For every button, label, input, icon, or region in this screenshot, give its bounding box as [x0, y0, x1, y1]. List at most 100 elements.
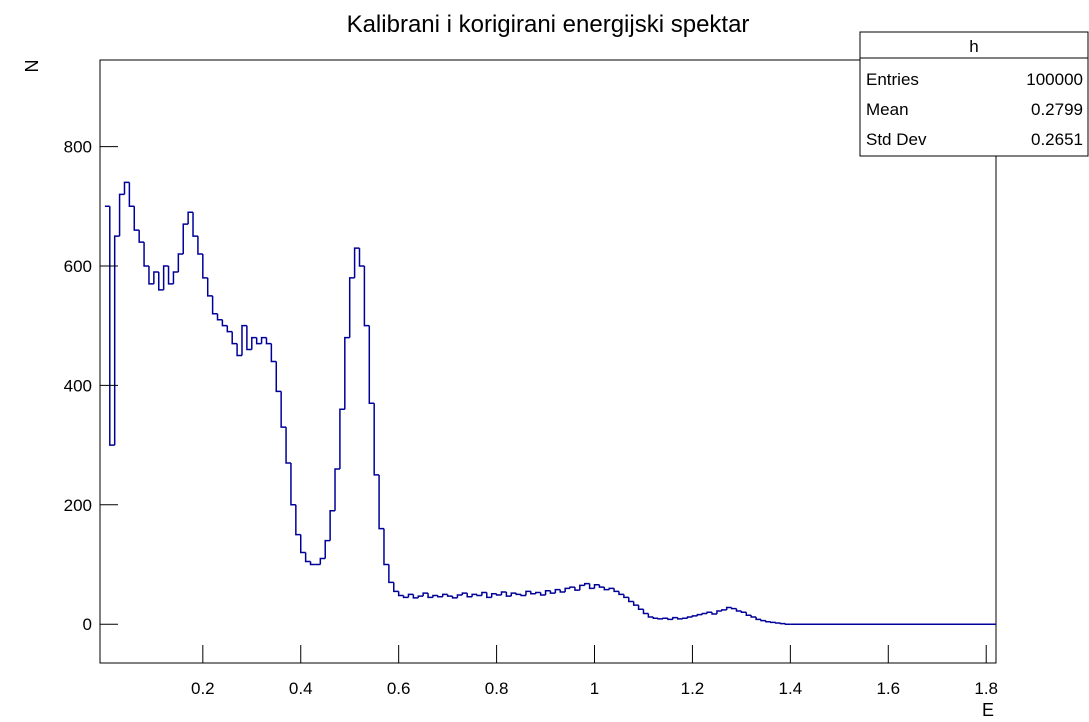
- histogram-bin: [324, 539, 331, 559]
- histogram-bin: [251, 336, 257, 350]
- histogram-bin: [275, 361, 282, 393]
- histogram-bin: [388, 564, 394, 584]
- histogram-bin: [182, 223, 189, 255]
- histogram-bin: [123, 181, 130, 195]
- histogram-bin: [750, 615, 757, 618]
- histogram-bin: [564, 587, 571, 592]
- histogram-bin: [456, 594, 463, 598]
- histogram-bin: [148, 265, 154, 285]
- histogram-bin: [539, 592, 546, 596]
- histogram-bin: [295, 504, 301, 536]
- histogram-bin: [427, 593, 433, 599]
- histogram-bin: [393, 582, 399, 593]
- histogram-bin: [583, 582, 590, 586]
- histogram-bin: [588, 583, 595, 590]
- histogram-bin: [265, 337, 272, 345]
- histogram-bin: [613, 588, 619, 593]
- y-tick-label: 600: [64, 257, 92, 276]
- histogram-bin: [471, 593, 478, 597]
- y-tick-label: 800: [64, 138, 92, 157]
- histogram-bin: [618, 591, 624, 596]
- histogram-bin: [304, 552, 311, 563]
- histogram-bin: [339, 408, 345, 469]
- histogram-bin: [530, 591, 536, 595]
- histogram-bin: [642, 609, 649, 615]
- histogram-bin: [446, 594, 453, 597]
- histogram-bin: [143, 242, 149, 267]
- histogram-bin: [691, 615, 698, 618]
- histogram-bin: [706, 611, 713, 614]
- histogram-bin: [363, 265, 370, 327]
- stats-value: 0.2651: [1031, 130, 1083, 149]
- stats-label: Std Dev: [866, 130, 927, 149]
- stats-frame: [859, 31, 1089, 157]
- histogram-bin: [368, 325, 375, 405]
- histogram-bin: [686, 616, 693, 619]
- histogram-bin: [138, 230, 145, 243]
- x-tick-label: 1: [590, 679, 599, 698]
- x-tick-label: 0.2: [191, 679, 215, 698]
- chart-title: Kalibrani i korigirani energijski spekta…: [347, 11, 750, 38]
- histogram-bin: [437, 595, 443, 598]
- histogram-bin: [510, 592, 517, 597]
- histogram-bin: [579, 584, 585, 591]
- x-axis-label: E: [982, 700, 994, 720]
- histogram-bin: [255, 337, 262, 345]
- histogram-bin: [192, 212, 198, 237]
- histogram-bin: [441, 593, 448, 597]
- histogram-bin: [153, 271, 159, 284]
- histogram-bin: [246, 325, 252, 351]
- histogram-bin: [202, 254, 208, 279]
- histogram-bin: [172, 271, 179, 284]
- histogram-bin: [158, 271, 164, 291]
- histogram-bin: [221, 319, 228, 327]
- stats-label: Mean: [866, 100, 909, 119]
- histogram-bin: [226, 325, 233, 333]
- histogram-bin: [721, 609, 727, 612]
- histogram-bin: [490, 592, 497, 598]
- histogram-bin: [432, 594, 438, 598]
- histogram-bin: [309, 561, 316, 566]
- histogram-bin: [231, 331, 238, 345]
- histogram-bin: [681, 617, 688, 619]
- histogram-bin: [716, 610, 722, 615]
- histogram-bin: [118, 193, 125, 237]
- stats-label: Entries: [866, 70, 919, 89]
- y-axis-label: N: [22, 60, 42, 73]
- histogram-bin: [402, 595, 409, 599]
- histogram-bin: [412, 594, 419, 599]
- histogram-bin: [329, 510, 336, 541]
- histogram-bin: [608, 587, 615, 590]
- x-tick-label: 0.4: [289, 679, 313, 698]
- histogram-bin: [290, 462, 296, 506]
- histogram-bin: [344, 336, 350, 410]
- stats-value: 0.2799: [1031, 100, 1083, 119]
- histogram-bin: [133, 206, 140, 231]
- histogram-bin: [417, 595, 424, 598]
- histogram-bin: [383, 528, 389, 566]
- histogram-bin: [544, 590, 551, 595]
- x-tick-label: 1.8: [974, 679, 998, 698]
- histogram-bin: [701, 612, 708, 615]
- x-tick-label: 1.4: [779, 679, 803, 698]
- stats-value: 100000: [1026, 70, 1083, 89]
- x-tick-label: 1.6: [876, 679, 900, 698]
- histogram-bin: [397, 591, 404, 597]
- histogram-bin: [515, 593, 522, 596]
- histogram-bin: [662, 617, 668, 619]
- histogram-bin: [299, 534, 306, 554]
- histogram-bin: [574, 587, 580, 591]
- histogram-bin: [784, 623, 791, 625]
- plot-frame: [99, 59, 997, 664]
- histogram-bin: [486, 592, 492, 599]
- histogram-bin: [760, 619, 766, 622]
- histogram-bin: [755, 617, 761, 621]
- histogram-bin: [535, 591, 541, 594]
- histogram-bin: [770, 621, 776, 624]
- y-tick-label: 400: [64, 376, 92, 395]
- histogram-bin: [211, 295, 218, 315]
- histogram-bin: [730, 607, 737, 610]
- histogram-bin: [598, 584, 605, 588]
- histogram-bin: [270, 343, 277, 363]
